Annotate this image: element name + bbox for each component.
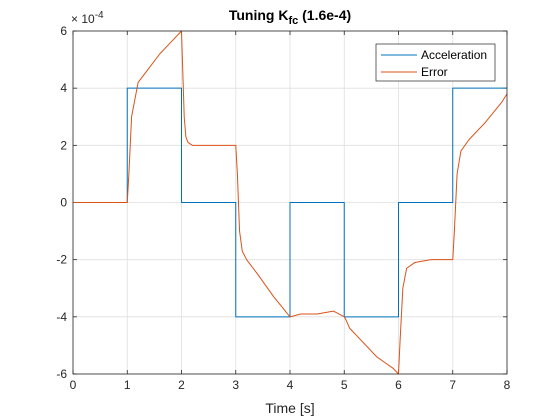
y-tick-label: -4 [56,310,67,324]
series-line-acceleration [73,87,507,318]
legend: Acceleration Error [375,43,496,82]
series-layer [73,30,508,375]
y-tick-label: 0 [60,196,67,210]
legend-label-error: Error [421,65,448,79]
y-tick-label: 6 [60,24,67,38]
plot-box [72,30,508,375]
x-tick-label: 7 [449,378,456,392]
x-tick-label: 3 [232,378,239,392]
x-tick-label: 6 [395,378,402,392]
y-tick-label: -6 [56,367,67,381]
series-line-error [73,30,508,375]
x-axis-label: Time [s] [265,400,314,416]
y-exponent-power: -4 [95,10,104,21]
y-exponent-multiplier: × 10 [71,12,95,26]
chart-title: Tuning Kfc (1.6e-4) [229,7,351,27]
legend-label-acceleration: Acceleration [421,48,487,62]
x-tick-label: 1 [124,378,131,392]
y-exponent: × 10-4 [71,10,104,26]
y-tick-label: -2 [56,253,67,267]
x-tick-label: 8 [504,378,511,392]
chart-title-subscript: fc [288,15,298,27]
chart-title-main: Tuning K [229,7,289,23]
y-tick-label: 4 [60,81,67,95]
tick-labels: 0 1 2 3 4 5 6 7 8 -6 -4 -2 0 2 4 6 [56,24,510,392]
x-tick-label: 5 [341,378,348,392]
x-tick-label: 4 [287,378,294,392]
x-tick-label: 2 [178,378,185,392]
chart-title-suffix: (1.6e-4) [298,7,351,23]
x-tick-label: 0 [70,378,77,392]
y-tick-label: 2 [60,138,67,152]
legend-box [375,43,496,82]
